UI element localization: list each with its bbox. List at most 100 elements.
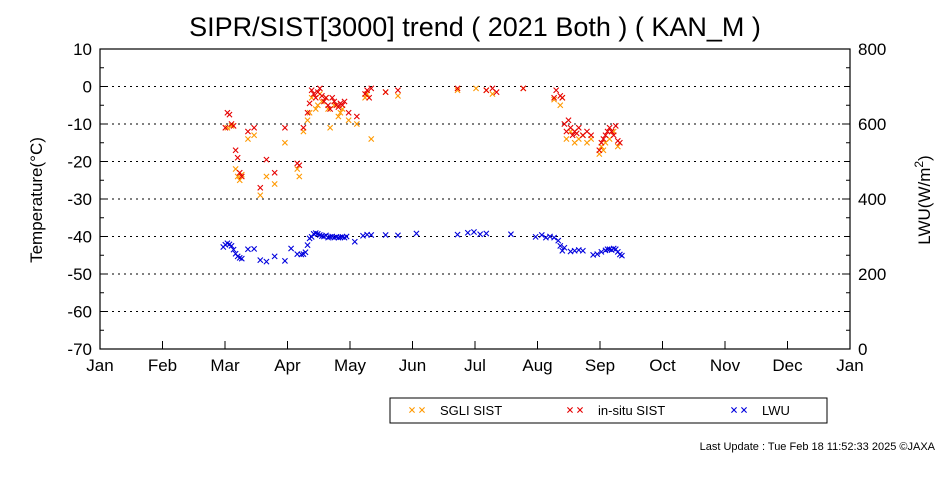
data-point xyxy=(345,117,352,124)
data-point xyxy=(306,100,313,107)
data-point xyxy=(271,181,278,187)
data-point xyxy=(353,113,360,120)
legend-marker xyxy=(567,407,573,413)
data-point xyxy=(228,122,235,129)
data-point xyxy=(312,106,319,112)
data-point xyxy=(296,173,303,180)
data-point xyxy=(551,234,558,241)
data-point xyxy=(238,173,245,180)
y-axis-right: 800 600 400 200 0 xyxy=(842,40,886,359)
legend-label: in-situ SIST xyxy=(598,403,665,418)
data-point xyxy=(394,232,401,239)
y-tick-label: -10 xyxy=(67,115,92,134)
data-point xyxy=(230,122,237,129)
data-point xyxy=(454,231,461,238)
data-point xyxy=(394,87,401,94)
chart-title: SIPR/SIST[3000] trend ( 2021 Both ) ( KA… xyxy=(189,12,761,42)
x-tick-label: Mar xyxy=(210,356,240,375)
data-point xyxy=(327,124,334,131)
data-point xyxy=(557,102,564,109)
data-point xyxy=(489,91,496,97)
data-point xyxy=(454,85,461,92)
legend-box xyxy=(389,397,828,424)
data-point xyxy=(244,136,251,142)
data-point xyxy=(602,132,609,139)
data-point xyxy=(608,128,615,135)
data-point xyxy=(304,242,311,249)
data-point xyxy=(551,96,558,103)
data-point xyxy=(281,139,288,146)
plot-area xyxy=(220,85,625,265)
y-tick-label: -20 xyxy=(67,153,92,172)
legend-label: LWU xyxy=(762,403,790,418)
data-point xyxy=(473,85,480,92)
data-point xyxy=(351,238,358,245)
data-point xyxy=(542,234,549,241)
x-tick-label: Feb xyxy=(148,356,177,375)
data-point xyxy=(573,130,580,137)
data-point xyxy=(236,169,243,176)
data-point xyxy=(565,117,572,124)
data-point xyxy=(598,139,605,146)
x-tick-label: May xyxy=(334,356,367,375)
data-point xyxy=(327,106,334,112)
series-in-situ-sist xyxy=(222,85,623,191)
data-point xyxy=(296,162,303,169)
legend-label: SGLI SIST xyxy=(440,403,502,418)
data-point xyxy=(281,124,288,131)
data-point xyxy=(507,231,514,238)
data-point xyxy=(331,98,338,105)
data-point xyxy=(298,251,305,258)
data-point xyxy=(306,109,313,116)
y2-axis-label-sup: 2 xyxy=(912,161,926,168)
data-point xyxy=(228,242,235,249)
data-point xyxy=(257,257,264,264)
data-point xyxy=(382,232,389,238)
data-point xyxy=(318,92,325,99)
data-point xyxy=(538,232,545,238)
data-point xyxy=(618,252,625,259)
data-point xyxy=(316,85,323,92)
data-point xyxy=(353,121,360,127)
data-point xyxy=(263,156,270,163)
data-point xyxy=(345,109,352,116)
data-point xyxy=(257,184,264,191)
data-point xyxy=(251,245,258,252)
legend: SGLI SIST in-situ SIST LWU xyxy=(389,397,828,424)
data-point xyxy=(596,147,603,154)
y2-tick-label: 600 xyxy=(858,115,886,134)
data-point xyxy=(559,247,566,254)
x-axis: Jan Feb Mar Apr May Jun Jul Aug Sep Oct Nov Dec Jan xyxy=(86,341,864,375)
legend-items: SGLI SIST in-situ SIST LWU xyxy=(409,403,790,418)
data-point xyxy=(610,132,617,139)
data-point xyxy=(323,94,330,101)
data-point xyxy=(555,237,562,244)
data-point xyxy=(288,245,295,252)
data-point xyxy=(483,87,490,94)
x-tick-label: Aug xyxy=(522,356,552,375)
data-point xyxy=(368,136,375,142)
data-point xyxy=(464,229,471,236)
data-point xyxy=(230,246,237,253)
data-point xyxy=(339,102,346,109)
legend-marker xyxy=(419,407,425,413)
data-point xyxy=(236,177,243,184)
data-point xyxy=(551,94,558,101)
data-point xyxy=(335,104,342,111)
data-point xyxy=(559,94,566,101)
data-point xyxy=(493,89,500,96)
y-tick-label: -60 xyxy=(67,303,92,322)
data-point xyxy=(308,87,315,94)
data-point xyxy=(616,139,623,146)
data-point xyxy=(341,98,348,105)
data-point xyxy=(294,166,301,172)
data-point xyxy=(232,147,239,154)
data-point xyxy=(575,124,582,131)
legend-marker xyxy=(577,407,583,413)
data-point xyxy=(263,258,270,265)
x-tick-label: Jan xyxy=(86,356,113,375)
y2-tick-label: 800 xyxy=(858,40,886,59)
data-point xyxy=(251,124,258,131)
data-point xyxy=(563,136,570,142)
